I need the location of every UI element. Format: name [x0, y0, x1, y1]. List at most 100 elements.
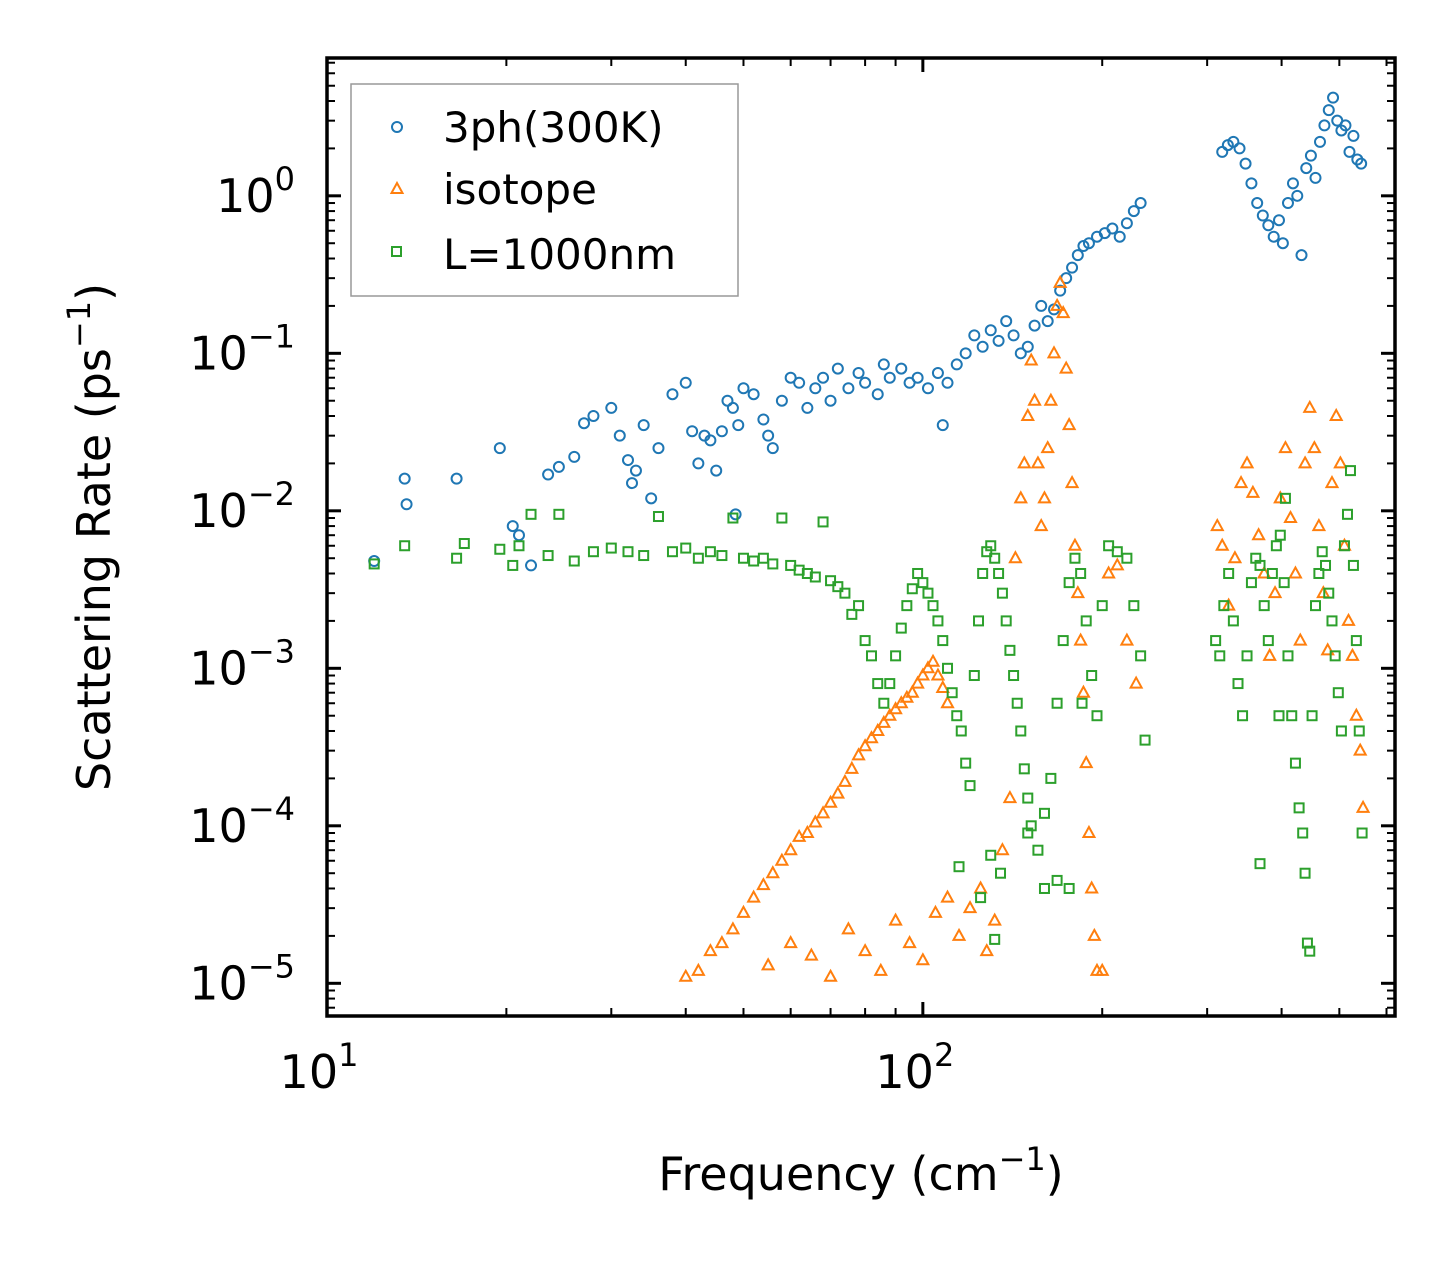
data-point-triangle	[1079, 755, 1094, 769]
data-point-circle	[824, 394, 837, 407]
data-point-triangle	[1245, 484, 1261, 498]
data-point-circle	[1028, 319, 1041, 332]
data-point-square	[995, 867, 1007, 879]
data-point-triangle	[1101, 565, 1116, 579]
data-point-square	[1063, 882, 1075, 894]
data-point-square	[989, 933, 1001, 945]
y-tick-label: 10−4	[189, 790, 295, 853]
data-point-triangle	[1333, 455, 1348, 469]
data-point-circle	[1233, 142, 1246, 155]
data-point-circle	[775, 394, 788, 407]
data-point-triangle	[1095, 962, 1110, 976]
data-point-triangle	[1070, 585, 1086, 599]
data-point-circle	[911, 371, 924, 384]
data-point-circle	[976, 340, 989, 353]
data-point-triangle	[783, 935, 798, 949]
data-point-square	[1278, 577, 1290, 589]
data-point-square	[1329, 650, 1341, 662]
data-point-square	[1335, 725, 1347, 737]
data-point-triangle	[1030, 455, 1046, 469]
data-point-triangle	[1013, 490, 1028, 504]
data-point-circle	[1239, 157, 1252, 170]
data-point-triangle	[1110, 557, 1125, 571]
data-point-square	[776, 512, 788, 524]
data-point-circle	[931, 366, 944, 379]
data-point-circle	[645, 492, 658, 505]
data-point-circle	[784, 371, 797, 384]
data-point-square	[1086, 670, 1098, 682]
data-point-square	[542, 550, 554, 562]
data-point-triangle	[1227, 550, 1243, 564]
data-point-circle	[542, 468, 555, 481]
data-point-square	[716, 550, 728, 562]
data-point-triangle	[1076, 684, 1091, 698]
data-point-square	[942, 662, 954, 674]
y-axis-title: Scattering Rate (ps−1)	[60, 283, 121, 791]
data-point-circle	[605, 401, 618, 414]
data-point-square	[951, 710, 963, 722]
y-tick-label: 10−3	[189, 632, 295, 695]
data-point-circle	[1007, 329, 1020, 342]
data-point-circle	[992, 334, 1005, 347]
data-point-square	[553, 508, 565, 520]
data-point-square	[737, 552, 749, 564]
x-axis-title: Frequency (cm−1)	[658, 1140, 1063, 1201]
data-point-square	[1304, 945, 1316, 957]
data-point-square	[1289, 757, 1301, 769]
data-point-square	[996, 587, 1008, 599]
data-point-square	[1139, 734, 1151, 746]
data-point-triangle	[1052, 274, 1068, 288]
data-point-circle	[726, 401, 739, 414]
data-point-triangle	[1008, 550, 1023, 564]
data-point-triangle	[1058, 360, 1074, 374]
data-point-triangle	[857, 943, 873, 957]
data-point-circle	[629, 464, 642, 477]
data-point-circle	[686, 425, 699, 438]
data-point-triangle	[1027, 392, 1042, 406]
data-point-triangle	[691, 962, 706, 976]
data-point-circle	[613, 429, 626, 442]
data-point-triangle	[851, 747, 866, 761]
data-point-square	[1245, 577, 1257, 589]
data-point-square	[953, 861, 965, 873]
data-point-square	[1273, 710, 1285, 722]
data-point-square	[1353, 725, 1365, 737]
data-point-square	[1218, 600, 1230, 612]
legend-item-3ph: 3ph(300K)	[391, 103, 663, 152]
data-point-square	[1000, 615, 1012, 627]
data-point-triangle	[1056, 305, 1071, 319]
data-point-square	[1227, 615, 1239, 627]
data-point-square	[1011, 697, 1023, 709]
data-point-square	[922, 587, 934, 599]
data-point-square	[1254, 559, 1266, 571]
data-point-circle	[842, 382, 855, 395]
data-point-square	[727, 512, 739, 524]
data-point-triangle	[1293, 632, 1308, 646]
data-point-circle	[941, 376, 954, 389]
data-point-circle	[1295, 249, 1308, 262]
data-point-square	[1262, 635, 1274, 647]
data-point-square	[968, 670, 980, 682]
data-point-square	[906, 583, 918, 595]
data-point-triangle	[1307, 440, 1322, 454]
data-point-square	[638, 550, 650, 562]
data-point-square	[1350, 635, 1362, 647]
data-point-circle	[512, 529, 525, 542]
data-point-square	[1338, 540, 1350, 552]
data-point-square	[846, 608, 858, 620]
data-point-circle	[936, 419, 949, 432]
data-point-square	[884, 678, 896, 690]
legend-marker-circle	[391, 121, 403, 133]
data-point-square	[605, 542, 617, 554]
data-point-square	[964, 780, 976, 792]
data-point-triangle	[1288, 565, 1303, 579]
data-point-circle	[1262, 219, 1275, 232]
data-point-circle	[871, 388, 884, 401]
data-point-circle	[817, 371, 830, 384]
data-point-square	[955, 725, 967, 737]
data-point-circle	[747, 388, 760, 401]
data-point-square	[1051, 874, 1063, 886]
data-point-square	[1347, 559, 1359, 571]
data-point-triangle	[1345, 647, 1360, 661]
data-point-circle	[450, 472, 463, 485]
